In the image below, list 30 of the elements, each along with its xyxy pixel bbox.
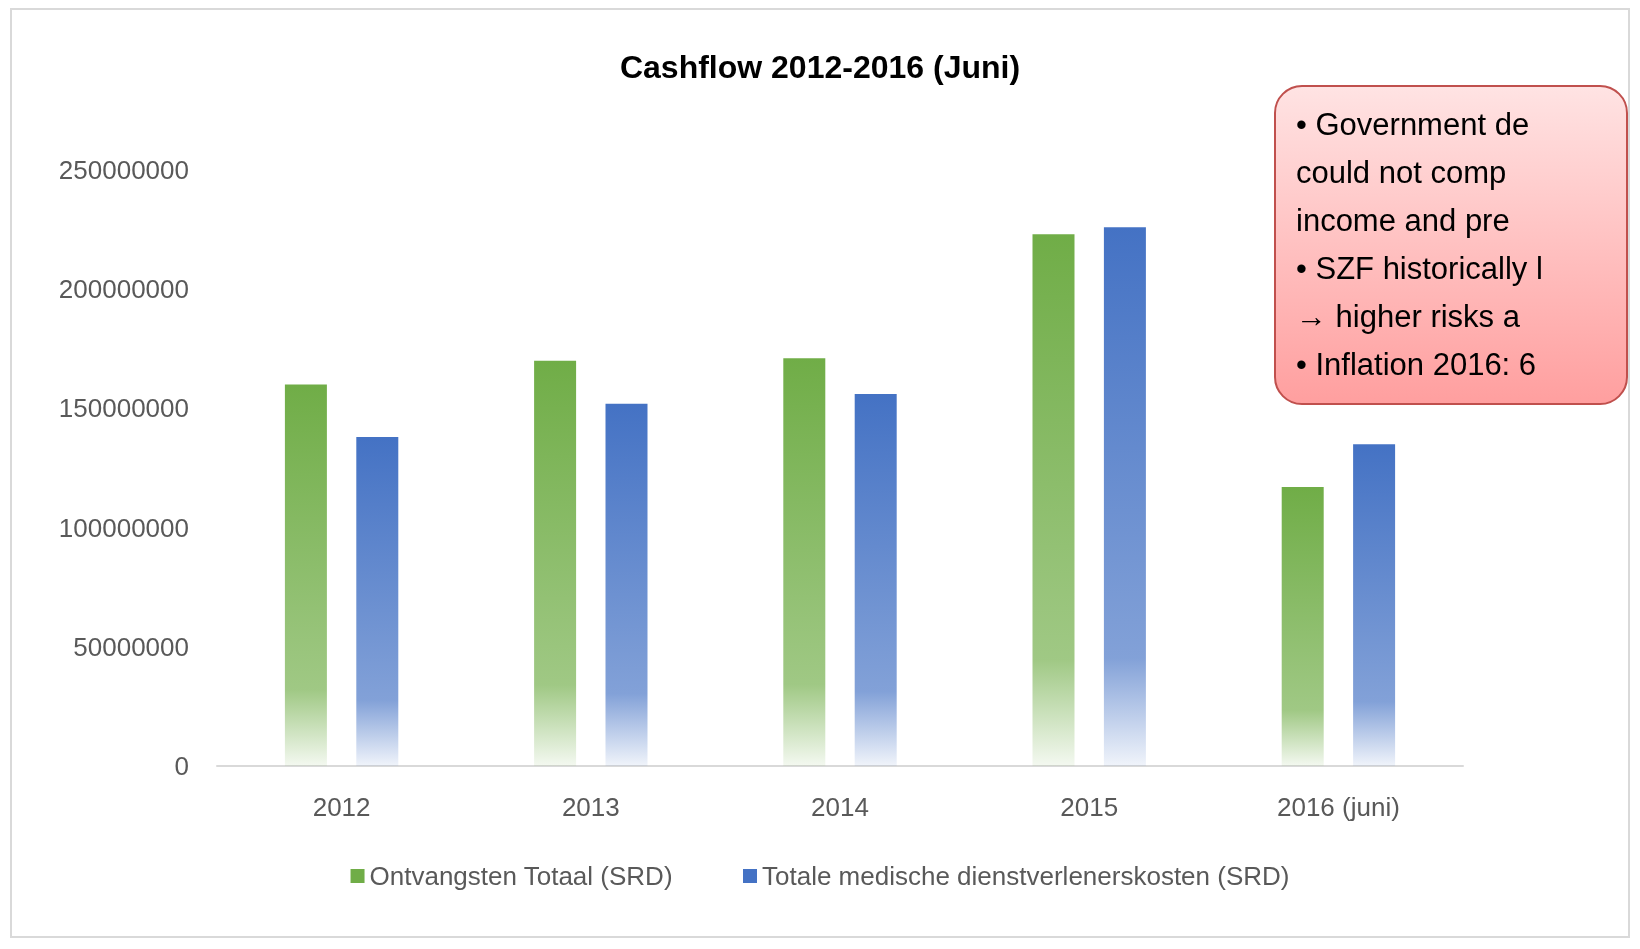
y-tick-label: 100000000 bbox=[58, 512, 189, 543]
y-tick-label: 250000000 bbox=[58, 155, 189, 185]
legend-label: Totale medische dienstverlenerskosten (SRD) bbox=[762, 861, 1290, 891]
annotation: could not comp bbox=[1296, 154, 1508, 192]
x-tick-label: 2015 bbox=[1060, 792, 1119, 822]
chart-title: Cashflow 2012-2016 (Juni) bbox=[619, 49, 1021, 85]
bar bbox=[605, 403, 648, 766]
y-tick-label: 200000000 bbox=[58, 274, 189, 305]
x-tick-label: 2014 bbox=[811, 792, 869, 822]
text: • Government de bbox=[1296, 107, 1530, 142]
annotation: income and pre bbox=[1296, 202, 1511, 240]
annotation: • SZF historically l bbox=[1296, 250, 1544, 288]
y-tick-label: 0 bbox=[174, 751, 189, 781]
x-tick-label: 2016 (juni) bbox=[1276, 792, 1400, 822]
bar bbox=[1353, 444, 1396, 766]
y-tick-label: 50000000 bbox=[73, 631, 189, 662]
bar bbox=[356, 437, 399, 766]
annotation: • Inflation 2016: 6 bbox=[1296, 346, 1538, 384]
annotation: → higher risks a bbox=[1296, 298, 1521, 336]
bar bbox=[854, 394, 897, 766]
bar bbox=[534, 360, 577, 766]
x-tick-label: 2013 bbox=[561, 792, 620, 822]
bar bbox=[284, 384, 327, 766]
bar bbox=[783, 358, 826, 766]
bar bbox=[1281, 487, 1324, 766]
x-tick-label: 2012 bbox=[312, 792, 371, 822]
bar bbox=[1103, 227, 1146, 766]
legend-label: Ontvangsten Totaal (SRD) bbox=[369, 861, 673, 891]
bar bbox=[1032, 234, 1075, 766]
y-tick-label: 150000000 bbox=[58, 393, 189, 424]
